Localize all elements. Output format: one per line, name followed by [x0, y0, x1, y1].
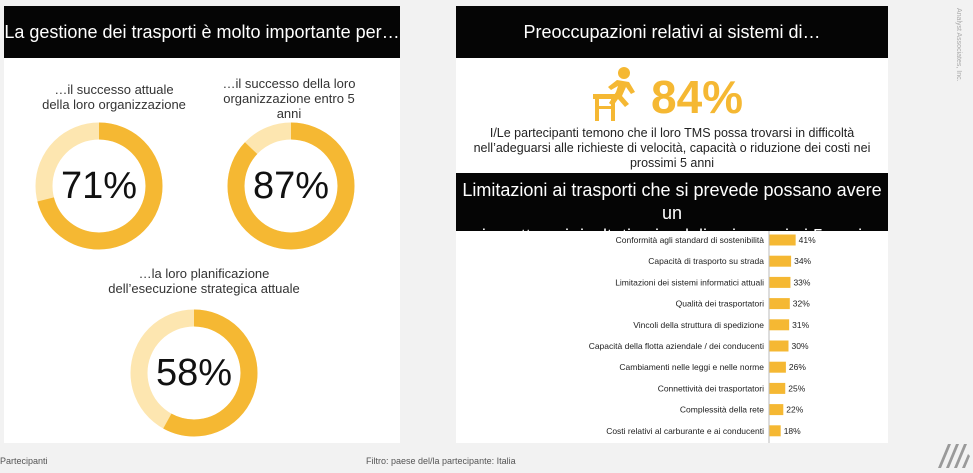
donut-caption-3: …la loro planificazione dell’esecuzione … — [108, 266, 300, 296]
bar-category-label: Costi relativi al carburante e ai conduc… — [606, 426, 764, 436]
donut-value-1: 71% — [60, 165, 138, 207]
bar-value-label: 26% — [789, 362, 806, 372]
company-logo — [938, 444, 970, 468]
bar-category-label: Complessità della rete — [680, 405, 764, 415]
bar — [769, 340, 789, 352]
bar-category-label: Qualità dei trasportatori — [676, 299, 764, 309]
bar-value-label: 25% — [788, 383, 805, 393]
bar-category-label: Conformità agli standard di sostenibilit… — [616, 235, 765, 245]
bar — [769, 361, 786, 373]
bar — [769, 234, 796, 246]
stat-value: 84% — [651, 71, 744, 123]
bar-category-label: Capacità di trasporto su strada — [648, 256, 764, 266]
donut-caption-2: …il successo della loro organizzazione e… — [222, 76, 356, 121]
bar-value-label: 30% — [792, 341, 809, 351]
bar-category-label: Vincoli della struttura di spedizione — [633, 320, 764, 330]
right-panel-title: Preoccupazioni relativi ai sistemi di… — [456, 6, 888, 58]
donut-chart-2: 87% — [226, 121, 356, 251]
bar — [769, 276, 791, 288]
bar — [769, 298, 790, 310]
right-panel: Preoccupazioni relativi ai sistemi di… 8… — [456, 6, 888, 443]
bar-value-label: 22% — [786, 405, 803, 415]
left-panel-title: La gestione dei trasporti è molto import… — [4, 6, 400, 58]
bar-value-label: 32% — [793, 299, 810, 309]
bar-chart: Conformità agli standard di sostenibilit… — [589, 231, 816, 443]
hurdle-runner-icon — [593, 67, 635, 121]
donut-value-3: 58% — [155, 352, 233, 394]
bar-value-label: 33% — [793, 277, 810, 287]
donut-ring-3 — [130, 309, 258, 437]
bar-category-label: Connettività dei trasportatori — [658, 383, 764, 393]
bar-chart-title: Limitazioni ai trasporti che si prevede … — [456, 173, 888, 246]
donut-ring-2 — [227, 122, 355, 250]
donut-caption-1: …il successo attuale della loro organizz… — [42, 82, 186, 112]
donut-chart-3: 58% — [129, 308, 259, 438]
bar — [769, 425, 781, 437]
bar-category-label: Cambiamenti nelle leggi e nelle norme — [619, 362, 764, 372]
donut-arc-3 — [130, 309, 258, 437]
side-note: Analyst Associates, Inc. — [955, 8, 962, 82]
bar — [769, 255, 792, 267]
footer-participants: Partecipanti — [0, 456, 48, 466]
footer-filter: Filtro: paese del/la partecipante: Itali… — [366, 456, 516, 466]
stat-description: I/Le partecipanti temono che il loro TMS… — [473, 126, 871, 170]
donut-chart-1: 71% — [34, 121, 164, 251]
bar-value-label: 31% — [792, 320, 809, 330]
bar — [769, 404, 784, 416]
bar-category-label: Capacità della flotta aziendale / dei co… — [589, 341, 764, 351]
donut-arc-1 — [35, 122, 163, 250]
bar-value-label: 41% — [799, 235, 816, 245]
donut-value-2: 87% — [252, 165, 330, 207]
bar — [769, 319, 790, 331]
donut-ring-1 — [35, 122, 163, 250]
bar-value-label: 34% — [794, 256, 811, 266]
bar-value-label: 18% — [784, 426, 801, 436]
bar — [769, 382, 786, 394]
bar-category-label: Limitazioni dei sistemi informatici attu… — [615, 277, 764, 287]
donut-arc-2 — [227, 122, 355, 250]
left-panel: La gestione dei trasporti è molto import… — [4, 6, 400, 443]
